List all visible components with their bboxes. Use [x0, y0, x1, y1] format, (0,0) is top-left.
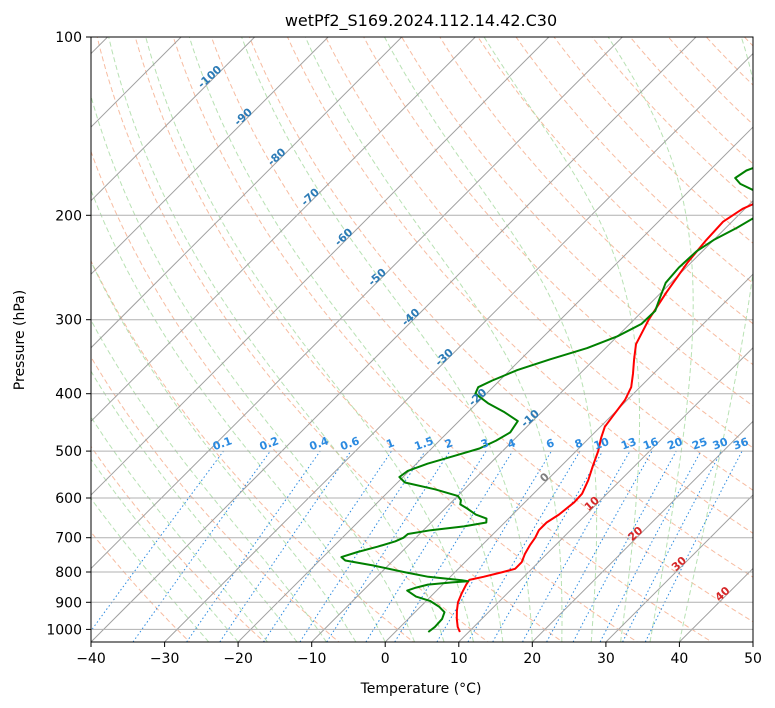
mixing-ratio-line	[546, 450, 653, 642]
mixing-ratio-line	[186, 450, 321, 642]
x-axis-title: Temperature (°C)	[360, 681, 482, 697]
mixing-ratio-label: 30	[711, 435, 730, 453]
x-tick-label: 50	[744, 651, 762, 667]
skew-isotherm	[91, 37, 477, 423]
line-labels: 0.1 0.2 0.4 0.6 1 1.5 2 3 4 6 8 10 13 16 20 25 30 36-100-…	[195, 63, 750, 604]
mixing-ratio-line	[91, 450, 224, 632]
y-tick-label: 700	[55, 531, 82, 547]
skew-isotherm	[91, 37, 697, 642]
mixing-ratio-line	[219, 450, 352, 642]
x-axis-ticks: −40 −30 −20 −10 0 10 20 30 40 50	[76, 642, 762, 667]
moist-adiabat	[145, 37, 474, 642]
dry-adiabat	[172, 37, 713, 642]
dewpoint-profile-line	[340, 167, 753, 633]
mixing-ratio-line	[263, 450, 392, 642]
x-tick-label: −30	[150, 651, 180, 667]
mixing-ratio-label: 0.6	[338, 434, 361, 453]
mixing-ratio-label: 10	[592, 435, 611, 453]
x-tick-label: 40	[670, 651, 688, 667]
x-tick-label: −20	[223, 651, 253, 667]
dry-adiabat	[363, 37, 753, 449]
moist-adiabat	[91, 188, 386, 642]
skew-isotherm	[91, 37, 403, 349]
moist-adiabat	[384, 37, 598, 642]
dry-adiabat	[286, 37, 753, 534]
mixing-ratio-label: 6	[544, 436, 556, 451]
skew-isotherm	[91, 37, 256, 202]
y-tick-label: 500	[55, 444, 82, 460]
profile-lines	[340, 167, 753, 633]
mixing-ratio-label: 0.4	[308, 434, 331, 453]
mixing-ratio-label: 0.1	[211, 434, 234, 453]
dry-adiabat	[439, 37, 753, 366]
x-tick-label: −40	[76, 651, 106, 667]
y-tick-label: 200	[55, 208, 82, 224]
mixing-ratio-line	[132, 450, 271, 642]
skew-isotherm	[91, 37, 624, 570]
mixing-ratio-label: 3	[479, 436, 491, 451]
y-tick-label: 100	[55, 30, 82, 46]
x-tick-label: 30	[597, 651, 615, 667]
moist-adiabat	[483, 37, 641, 642]
y-tick-label: 900	[55, 595, 82, 611]
mixing-ratio-line	[522, 450, 631, 642]
mixing-ratio-label: 4	[506, 436, 518, 451]
mixing-ratio-label: 8	[573, 436, 585, 451]
y-tick-label: 600	[55, 491, 82, 507]
mixing-ratio-label: 13	[619, 435, 638, 452]
skew-isotherm	[91, 37, 329, 275]
x-tick-label: 20	[523, 651, 541, 667]
y-tick-label: 800	[55, 565, 82, 581]
y-axis-ticks: 100 200 300 400 500 600 700 800 900 1000	[46, 30, 91, 638]
dry-adiabat	[325, 37, 753, 491]
dry-adiabat	[91, 150, 489, 642]
moist-adiabat	[607, 37, 694, 642]
mixing-ratio-label: 20	[666, 435, 685, 453]
skew-isotherm	[384, 273, 753, 642]
temperature-profile-line	[455, 203, 753, 633]
skew-isotherm	[531, 420, 753, 642]
moist-adiabat	[241, 37, 533, 642]
mixing-ratio-label: 25	[690, 435, 709, 452]
x-tick-label: 0	[381, 651, 390, 667]
mixing-ratio-label: 1.5	[413, 434, 436, 453]
y-tick-label: 300	[55, 313, 82, 329]
mixing-ratio-line	[644, 450, 743, 642]
x-tick-label: −10	[297, 651, 327, 667]
moist-adiabat	[91, 260, 357, 642]
skew-isotherm	[605, 494, 753, 642]
mixing-ratio-line	[299, 450, 426, 642]
mixing-ratio-line	[326, 450, 451, 642]
dry-adiabat	[248, 37, 753, 578]
mixing-ratio-label: 16	[641, 435, 660, 453]
dry-adiabat	[515, 37, 753, 284]
mixing-ratio-label: 1	[384, 436, 396, 451]
skew-isotherm	[91, 37, 550, 496]
mixing-ratio-label: 36	[731, 435, 750, 453]
moist-adiabat	[678, 37, 753, 642]
moist-adiabat	[91, 416, 268, 642]
y-axis-title: Pressure (hPa)	[12, 290, 28, 390]
x-tick-label: 10	[450, 651, 468, 667]
mixing-ratio-label: 0.2	[258, 434, 281, 453]
moist-adiabat	[91, 458, 239, 642]
mixing-ratio-line	[572, 450, 677, 642]
mixing-ratio-line	[394, 450, 514, 642]
skew-isotherm	[457, 347, 753, 642]
y-tick-label: 1000	[46, 622, 82, 638]
y-tick-label: 400	[55, 387, 82, 403]
skew-isotherm	[163, 52, 753, 642]
mixing-ratio-label: 2	[443, 436, 455, 451]
moist-adiabat	[91, 319, 327, 642]
moist-adiabat	[188, 37, 504, 642]
chart-title: wetPf2_S169.2024.112.14.42.C30	[285, 11, 557, 31]
plot-frame	[90, 36, 754, 643]
moist-adiabat	[304, 37, 563, 642]
